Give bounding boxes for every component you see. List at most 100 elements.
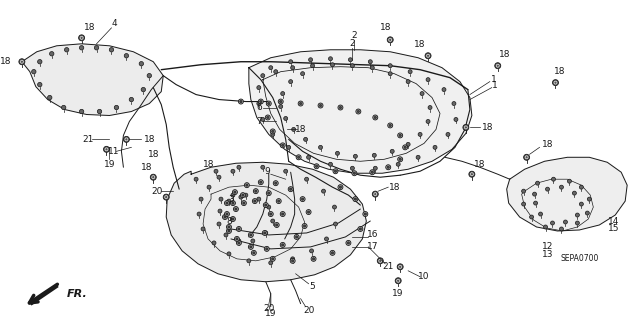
Circle shape [227,225,232,229]
Circle shape [129,97,134,102]
Circle shape [271,258,274,260]
Circle shape [226,202,228,204]
Circle shape [276,224,278,226]
Circle shape [291,257,294,261]
Circle shape [563,220,568,224]
Circle shape [386,165,391,170]
Circle shape [534,201,538,205]
Circle shape [351,166,355,170]
Circle shape [318,103,323,108]
Circle shape [201,227,205,231]
Text: 18: 18 [204,160,215,169]
Circle shape [289,60,292,64]
Circle shape [264,232,266,234]
Text: 18: 18 [295,125,307,134]
Circle shape [314,164,319,169]
Circle shape [269,213,272,215]
Circle shape [124,54,129,58]
Circle shape [330,63,335,67]
Text: 13: 13 [542,250,553,259]
Text: 18: 18 [143,135,155,144]
Text: 17: 17 [367,242,378,251]
Circle shape [397,264,403,270]
Circle shape [237,165,241,169]
Circle shape [559,185,563,189]
Circle shape [418,132,422,137]
Circle shape [372,153,376,157]
Circle shape [163,194,169,200]
Circle shape [388,123,393,128]
Circle shape [261,165,265,169]
Circle shape [333,205,337,209]
Circle shape [389,124,391,127]
Circle shape [310,64,315,68]
Circle shape [416,155,420,159]
Text: 1: 1 [491,75,497,84]
Circle shape [219,197,223,201]
Circle shape [260,181,262,183]
Circle shape [300,102,301,105]
Circle shape [38,82,42,87]
Circle shape [276,199,281,204]
Text: 16: 16 [367,230,378,240]
Circle shape [268,192,270,194]
Circle shape [370,170,375,175]
Circle shape [568,179,572,183]
Circle shape [207,185,211,189]
Circle shape [428,106,432,109]
Circle shape [139,62,143,66]
Circle shape [552,80,559,85]
Circle shape [248,244,253,249]
Circle shape [324,237,328,241]
Circle shape [271,219,275,223]
Text: 18: 18 [499,50,511,59]
Circle shape [236,226,241,232]
Circle shape [328,162,333,166]
Circle shape [289,80,292,84]
Circle shape [242,194,244,196]
Circle shape [332,252,333,254]
Circle shape [353,197,358,202]
Circle shape [406,80,410,84]
Text: 18: 18 [414,40,426,49]
Circle shape [246,184,248,186]
Circle shape [300,197,305,202]
Text: 1: 1 [492,81,498,90]
Circle shape [397,157,403,162]
Text: 2: 2 [349,39,355,48]
Circle shape [397,133,403,138]
Circle shape [328,57,333,61]
Circle shape [469,171,475,177]
Circle shape [230,201,236,205]
Circle shape [79,35,84,41]
Circle shape [274,70,278,74]
Text: 5: 5 [310,282,316,291]
Circle shape [194,177,198,181]
Circle shape [339,186,342,188]
Circle shape [356,109,361,114]
Circle shape [346,241,351,245]
Circle shape [239,99,243,104]
Circle shape [227,199,231,203]
Circle shape [260,100,262,103]
Circle shape [287,145,291,149]
Circle shape [228,226,230,228]
Circle shape [19,59,25,65]
Circle shape [433,145,437,149]
Circle shape [372,191,378,197]
Circle shape [47,95,52,100]
Circle shape [250,246,252,248]
Circle shape [298,101,303,106]
Circle shape [308,58,312,62]
Circle shape [115,105,118,110]
Text: 10: 10 [419,272,430,281]
Circle shape [232,218,234,220]
Circle shape [239,195,243,199]
Text: 18: 18 [84,23,95,32]
Circle shape [333,169,338,174]
Circle shape [266,115,270,120]
Circle shape [31,70,36,74]
Polygon shape [166,162,366,282]
Circle shape [302,224,307,228]
Circle shape [307,211,310,213]
